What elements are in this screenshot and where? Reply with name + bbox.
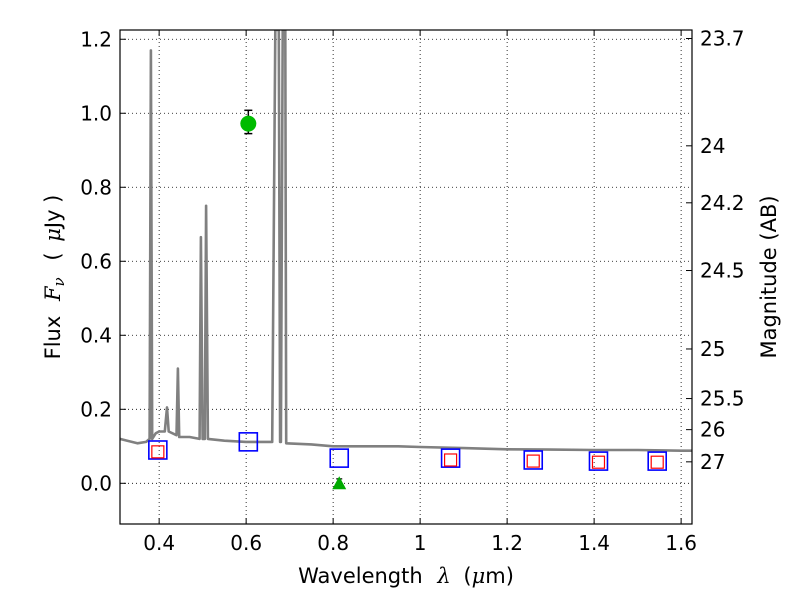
model-photometry-point <box>647 451 668 471</box>
x-axis-label-text: Wavelength <box>298 564 423 588</box>
x-tick-label: 0.6 <box>230 531 262 555</box>
plot-content <box>120 30 692 490</box>
model-photometry-point <box>238 432 259 452</box>
detection-point <box>240 115 257 132</box>
y-tick-label: 1.2 <box>80 27 112 51</box>
y-axis-label-symbol-sub: ν <box>50 277 68 286</box>
y-axis-label-text: Flux <box>41 316 65 360</box>
x-axis-label: Wavelength λ (μm) <box>298 564 514 588</box>
model-photometry-point <box>440 448 461 468</box>
x-tick-label: 1 <box>414 531 427 555</box>
magnitude-tick-label: 27 <box>700 450 725 474</box>
nir-photometry-point <box>526 454 540 468</box>
model-photometry-point <box>523 450 544 470</box>
nir-photometry-point <box>443 453 458 467</box>
magnitude-tick-label: 26 <box>700 418 725 442</box>
x-axis-label-unit-rest: m) <box>485 564 514 588</box>
magnitude-tick-label: 24.2 <box>700 191 745 215</box>
upper-limit-point <box>332 476 347 490</box>
model-photometry-point <box>148 440 168 460</box>
model-photometry-point <box>588 451 609 471</box>
magnitude-tick-label: 23.7 <box>700 27 745 51</box>
y-axis-label-symbol: F <box>41 285 65 302</box>
y-axis-label-unit-rest: Jy ) <box>41 195 65 231</box>
nir-photometry-point <box>591 455 606 469</box>
plot-frame <box>119 29 693 525</box>
model-photometry-point <box>329 448 350 468</box>
magnitude-tick-label: 25.5 <box>700 387 745 411</box>
y-tick-label: 0.0 <box>80 471 112 495</box>
nir-photometry-point <box>151 445 165 459</box>
grid-lines <box>120 30 692 524</box>
nir-photometry-point <box>650 455 664 469</box>
y-tick-label: 0.4 <box>80 323 112 347</box>
magnitude-tick-label: 24 <box>700 134 725 158</box>
x-tick-label: 1.2 <box>491 531 523 555</box>
y-axis-label: Flux Fν ( μJy ) <box>41 195 69 360</box>
y-axis-label-unit-mu: μ <box>41 228 65 242</box>
magnitude-tick-label: 25 <box>700 337 725 361</box>
magnitude-axis-label: Magnitude (AB) <box>757 195 781 358</box>
y-tick-label: 1.0 <box>80 101 112 125</box>
x-axis-label-unit-open: ( <box>463 564 471 588</box>
x-tick-label: 1.6 <box>665 531 697 555</box>
x-tick-label: 0.8 <box>317 531 349 555</box>
y-tick-label: 0.6 <box>80 249 112 273</box>
y-tick-label: 0.8 <box>80 175 112 199</box>
y-axis-label-unit-open: ( <box>41 252 65 260</box>
model-spectrum-line <box>120 30 692 452</box>
y-tick-label: 0.2 <box>80 397 112 421</box>
axes-ticks: 0.4 0.6 0.8 1 1.2 1.4 1.6 0.0 0.2 0.4 0.6 0.8 1.0 1.2… <box>80 27 744 555</box>
magnitude-tick-label: 24.5 <box>700 259 745 283</box>
x-tick-label: 1.4 <box>578 531 610 555</box>
x-tick-label: 0.4 <box>143 531 175 555</box>
x-axis-label-unit-mu: μ <box>472 564 486 588</box>
x-axis-label-symbol: λ <box>436 564 450 588</box>
